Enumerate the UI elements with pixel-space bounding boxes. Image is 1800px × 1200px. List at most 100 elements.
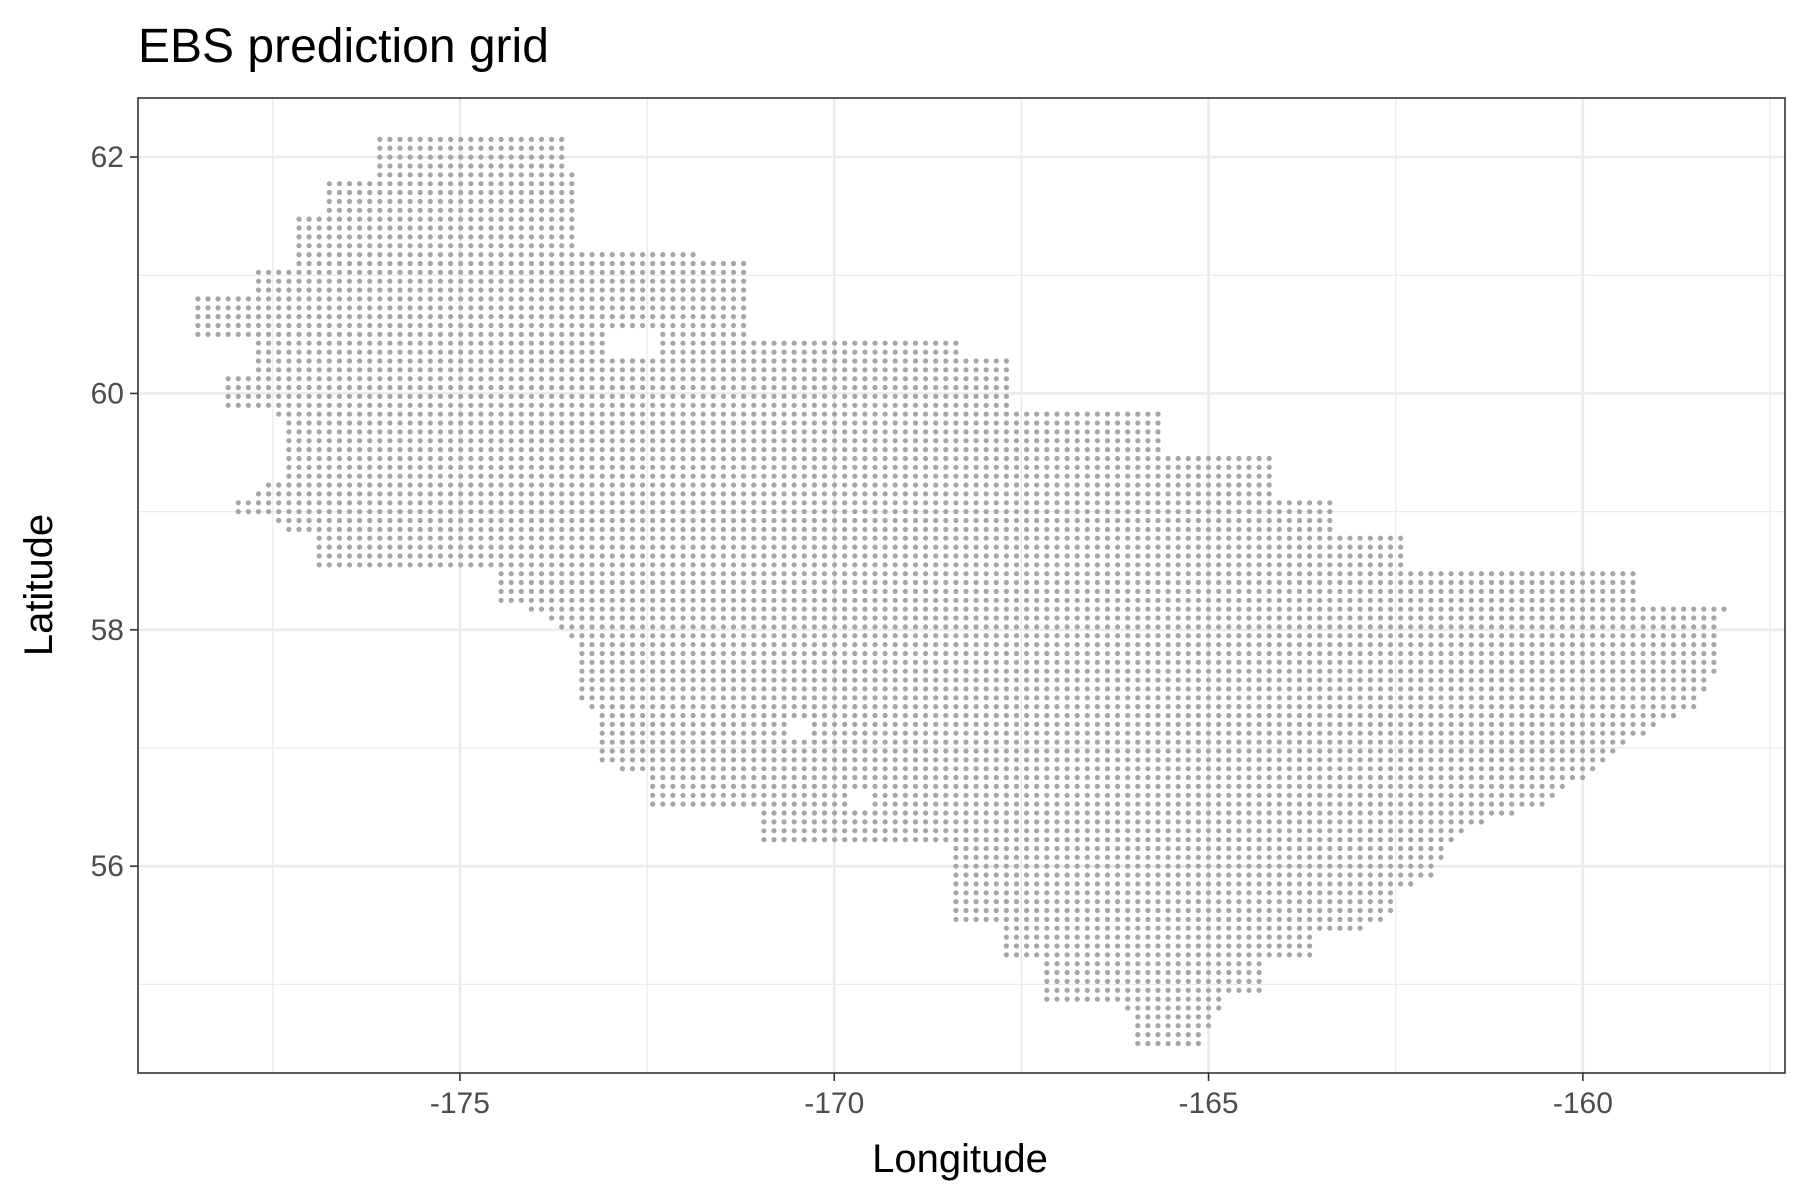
grid-point [1064,677,1070,683]
grid-point [1155,828,1161,834]
grid-point [1428,819,1434,825]
grid-point [1084,774,1090,781]
grid-point [1175,801,1181,807]
grid-point [1590,686,1596,692]
grid-point [1438,854,1444,860]
grid-point [660,526,666,533]
grid-point [437,473,443,479]
grid-point [1246,730,1252,736]
grid-point [1559,686,1565,692]
grid-point [720,588,727,595]
grid-point [1347,659,1353,665]
grid-point [1034,500,1040,506]
grid-point [1216,952,1222,958]
grid-point [1226,624,1232,630]
grid-point [801,624,807,630]
grid-point [1135,925,1141,931]
grid-point [1044,845,1050,852]
grid-point [1307,748,1313,754]
grid-point [1125,801,1131,807]
grid-point [1367,907,1373,914]
grid-point [700,588,706,595]
grid-point [1357,810,1363,816]
grid-point [538,535,545,541]
grid-point [559,544,565,550]
grid-point [1054,881,1060,887]
grid-point [1458,588,1464,595]
grid-point [1408,597,1414,603]
grid-point [761,473,767,479]
grid-point [933,553,939,559]
grid-point [640,650,646,657]
grid-point [1145,739,1151,745]
grid-point [660,704,666,710]
grid-point [690,606,696,612]
grid-point [710,535,716,541]
grid-point [1115,961,1121,967]
grid-point [1094,739,1100,745]
grid-point [1691,615,1697,621]
grid-point [1246,801,1252,807]
grid-point [538,473,545,479]
grid-point [821,650,828,657]
grid-point [387,535,393,541]
grid-point [1216,588,1222,595]
grid-point [1377,792,1383,798]
grid-point [1034,907,1040,914]
grid-point [670,677,676,683]
grid-point [1135,978,1141,985]
grid-point [1610,712,1616,719]
grid-point [710,500,716,506]
grid-point [1205,615,1212,621]
grid-point [1377,544,1383,550]
grid-point [730,588,737,595]
grid-point [1024,863,1030,869]
grid-point [1205,686,1212,692]
grid-point [1185,677,1191,683]
grid-point [1549,659,1555,665]
grid-point [1266,863,1272,869]
grid-point [609,721,615,728]
grid-point [599,562,605,568]
grid-point [478,509,484,515]
grid-point [1256,987,1262,993]
grid-point [791,633,797,639]
grid-point [1013,721,1020,728]
grid-point [1044,695,1050,701]
grid-point [1226,845,1232,852]
grid-point [1438,837,1444,843]
grid-point [953,588,959,595]
grid-point [811,597,818,603]
grid-point [761,659,767,665]
grid-point [660,571,666,577]
grid-point [336,535,342,541]
grid-point [1024,757,1030,763]
grid-point [1226,854,1232,860]
grid-point [771,668,777,674]
grid-point [1620,579,1626,586]
grid-point [882,766,888,772]
grid-point [781,615,787,621]
grid-point [508,597,514,603]
grid-point [832,473,838,479]
grid-point [892,597,898,603]
grid-point [1195,907,1201,914]
grid-point [1256,509,1262,515]
grid-point [1428,774,1434,781]
grid-point [1327,801,1333,807]
grid-point [1509,686,1515,692]
grid-point [1266,766,1272,772]
grid-point [690,677,696,683]
grid-point [872,579,878,586]
grid-point [1094,801,1100,807]
grid-point [1084,987,1090,993]
grid-point [1155,845,1161,852]
grid-point [1286,544,1292,550]
grid-point [1236,624,1242,630]
grid-point [589,491,595,497]
grid-point [1155,535,1161,541]
grid-point [983,579,989,586]
grid-point [1084,491,1090,497]
grid-point [1013,579,1020,586]
grid-point [852,774,858,781]
